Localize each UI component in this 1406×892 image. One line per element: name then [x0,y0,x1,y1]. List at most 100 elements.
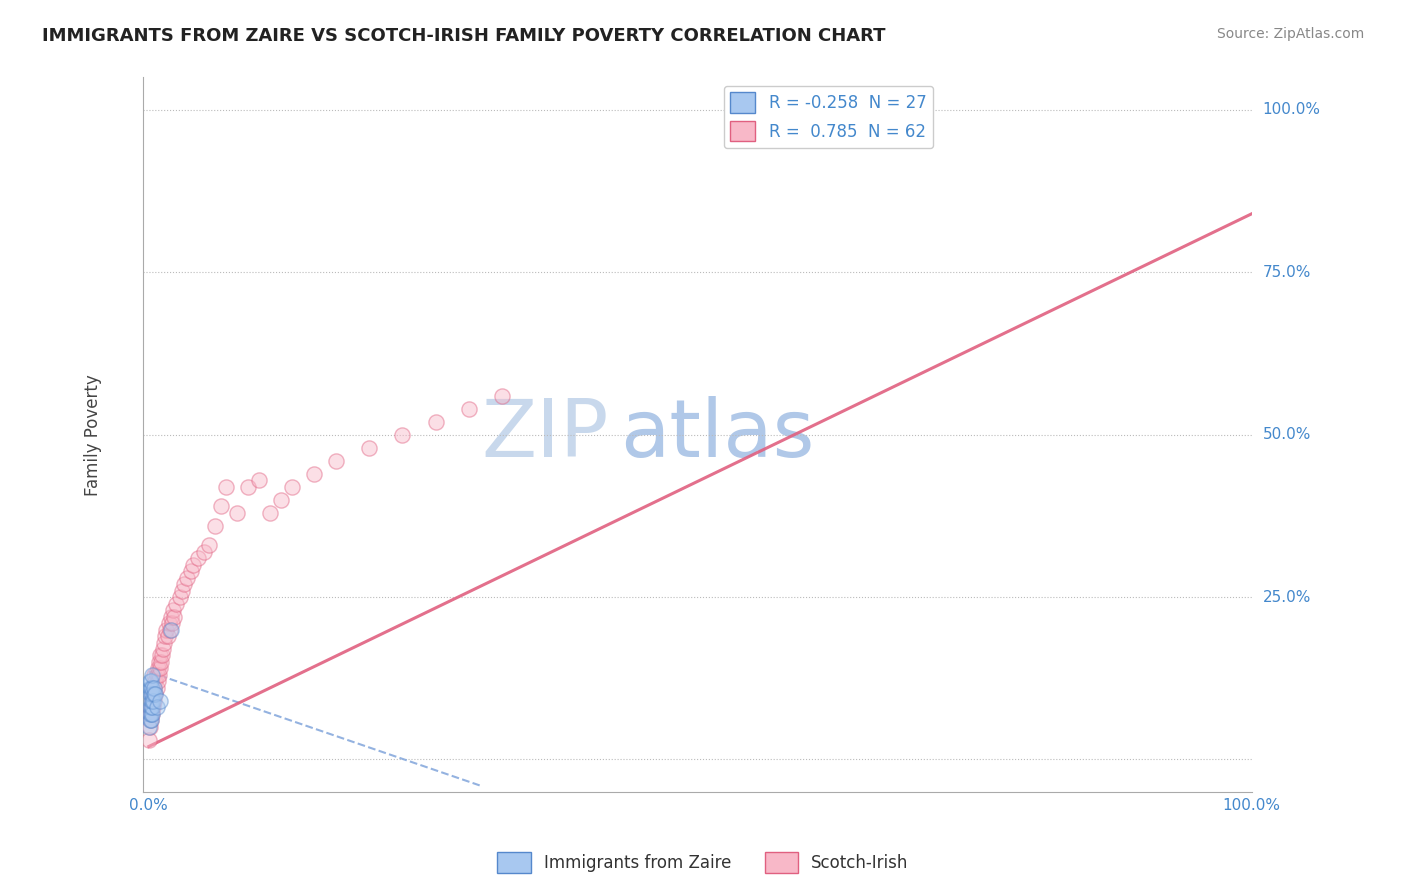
Point [139,706,162,721]
Point [359,441,381,455]
Point [187,551,209,566]
Point [425,415,447,429]
Legend: R = -0.258  N = 27, R =  0.785  N = 62: R = -0.258 N = 27, R = 0.785 N = 62 [724,86,934,148]
Point [156,629,179,643]
Point [150,648,173,663]
Point [141,706,163,721]
Point [159,623,181,637]
Point [145,700,167,714]
Point [209,499,232,513]
Text: Source: ZipAtlas.com: Source: ZipAtlas.com [1216,27,1364,41]
Point [146,674,169,689]
Point [163,609,186,624]
Point [143,694,166,708]
Point [139,700,162,714]
Point [145,688,167,702]
Point [139,714,162,728]
Point [155,623,177,637]
Point [141,681,163,695]
Point [139,706,162,721]
Point [281,480,304,494]
Text: atlas: atlas [620,396,814,474]
Point [204,518,226,533]
Point [143,668,166,682]
Point [139,700,162,714]
Point [143,681,166,695]
Point [143,681,166,695]
Point [247,473,270,487]
Point [141,694,163,708]
Point [145,668,167,682]
Point [173,577,195,591]
Point [139,714,162,728]
Point [141,694,163,708]
Point [149,655,172,669]
Point [139,681,162,695]
Point [145,674,167,689]
Point [139,714,162,728]
Point [270,492,292,507]
Point [139,694,162,708]
Point [176,570,198,584]
Point [180,564,202,578]
Point [139,700,162,714]
Point [170,583,193,598]
Text: Family Poverty: Family Poverty [84,374,103,496]
Point [160,623,183,637]
Point [149,661,172,675]
Point [160,609,183,624]
Text: 75.0%: 75.0% [1263,265,1310,280]
Point [304,467,326,481]
Point [491,389,513,403]
Point [138,733,160,747]
Point [152,642,174,657]
Point [142,688,165,702]
Point [169,590,191,604]
Point [160,615,183,630]
Point [259,506,281,520]
Point [141,668,163,682]
Point [142,700,165,714]
Legend: Immigrants from Zaire, Scotch-Irish: Immigrants from Zaire, Scotch-Irish [491,846,915,880]
Point [146,661,169,675]
Point [162,603,184,617]
Point [236,480,259,494]
Point [157,615,180,630]
Point [149,648,172,663]
Point [193,544,215,558]
Point [153,635,176,649]
Point [139,706,162,721]
Point [457,401,479,416]
Point [139,688,162,702]
Point [141,700,163,714]
Text: 50.0%: 50.0% [1263,427,1310,442]
Text: 25.0%: 25.0% [1263,590,1310,605]
Point [141,688,163,702]
Text: IMMIGRANTS FROM ZAIRE VS SCOTCH-IRISH FAMILY POVERTY CORRELATION CHART: IMMIGRANTS FROM ZAIRE VS SCOTCH-IRISH FA… [42,27,886,45]
Point [145,688,167,702]
Point [139,674,162,689]
Point [141,706,163,721]
Text: ZIP: ZIP [481,396,609,474]
Point [165,597,187,611]
Point [145,681,167,695]
Point [139,720,162,734]
Point [139,688,162,702]
Point [198,538,221,552]
Point [155,629,177,643]
Point [148,655,170,669]
Point [391,427,413,442]
Point [139,681,162,695]
Point [226,506,249,520]
Point [138,720,160,734]
Point [143,688,166,702]
Point [181,558,204,572]
Point [325,453,347,467]
Text: 0.0%: 0.0% [129,798,169,814]
Point [141,688,163,702]
Point [149,694,172,708]
Text: 100.0%: 100.0% [1223,798,1281,814]
Point [142,694,165,708]
Point [148,668,170,682]
Point [139,674,162,689]
